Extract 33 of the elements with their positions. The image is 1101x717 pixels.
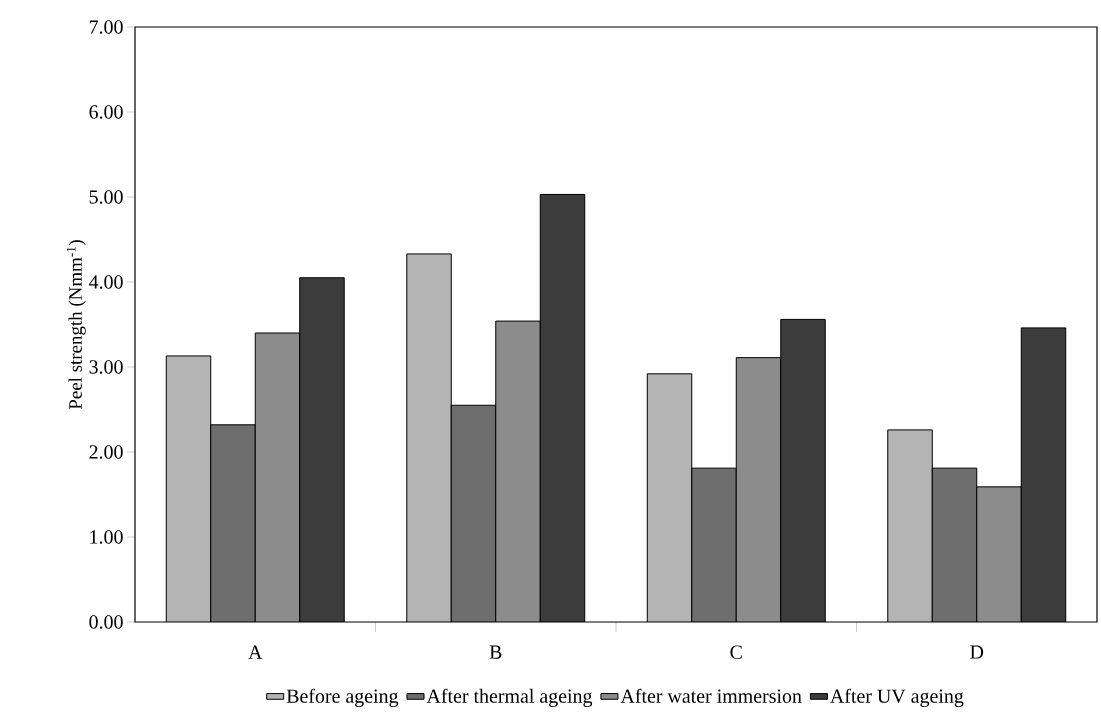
y-tick-label: 2.00 — [89, 445, 123, 459]
legend-label: Before ageing — [286, 688, 399, 707]
bar — [647, 373, 692, 622]
legend-label: After water immersion — [620, 688, 802, 703]
bar — [299, 277, 345, 622]
x-tick-label: B — [489, 645, 502, 659]
bar — [736, 357, 781, 622]
legend-label: After UV ageing — [830, 688, 964, 707]
x-tick-label: C — [730, 645, 742, 659]
y-axis-title: Peel strength (Nmm$^{-1}$) — [66, 240, 86, 410]
bar — [254, 332, 301, 622]
bar — [691, 468, 737, 622]
y-tick-label: 7.00 — [89, 20, 123, 34]
y-tick-label: 5.00 — [89, 190, 123, 204]
bar — [450, 404, 497, 622]
x-tick-label: A — [248, 645, 263, 659]
bar — [931, 467, 978, 622]
y-tick-label: 6.00 — [89, 105, 123, 119]
bar — [495, 320, 541, 622]
bar — [406, 253, 452, 622]
bar — [976, 486, 1022, 622]
bar — [1020, 327, 1067, 622]
y-tick-label: 4.00 — [89, 275, 123, 289]
bar — [210, 424, 256, 622]
legend-label: After thermal ageing — [426, 688, 593, 707]
y-tick-label: 0.00 — [89, 615, 123, 629]
bar — [539, 193, 586, 622]
x-tick-label: D — [970, 645, 984, 659]
bar — [887, 429, 933, 622]
y-tick-label: 1.00 — [90, 530, 123, 544]
bar — [780, 319, 826, 622]
y-tick-label: 3.00 — [89, 360, 123, 374]
bar — [165, 355, 212, 622]
